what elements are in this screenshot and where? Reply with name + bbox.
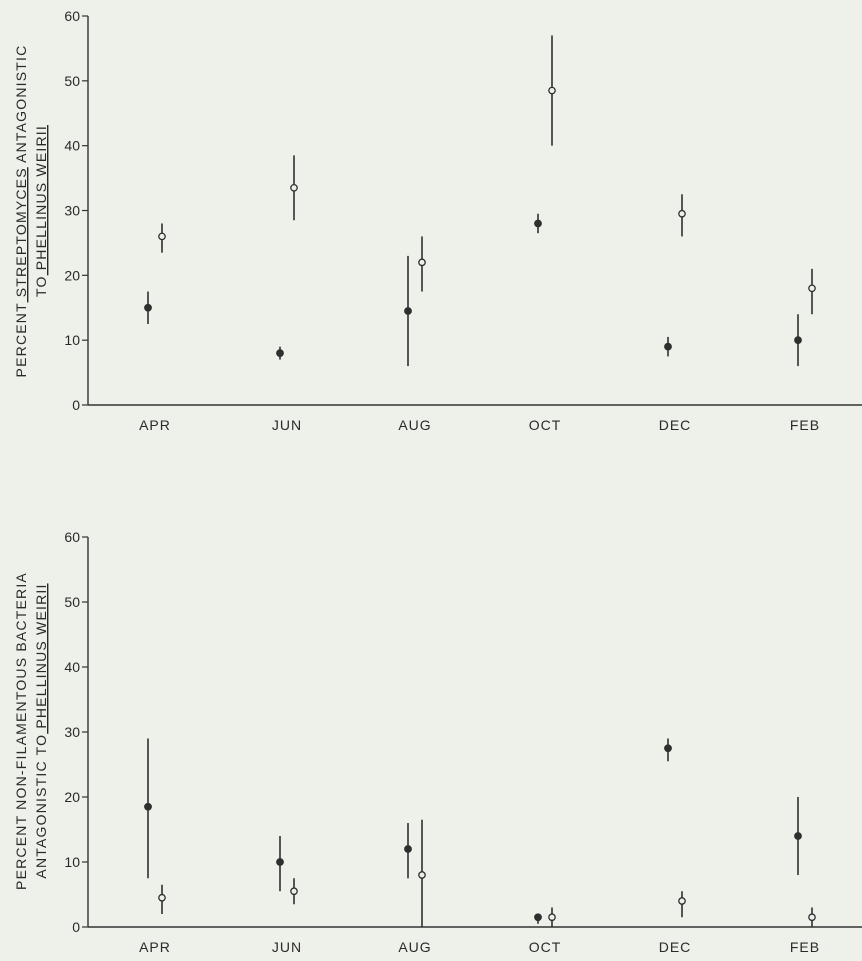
data-point-filled [144,802,152,811]
y-tick-label: 40 [64,138,80,154]
data-point-filled [794,832,802,840]
y-axis-label-part: TO [33,275,49,297]
y-tick-label: 50 [64,73,80,89]
y-axis-label-line-1: PERCENT STREPTOMYCES ANTAGONISTIC [13,45,29,378]
data-point-open [290,183,298,192]
series-open [158,819,816,927]
y-tick-label: 20 [64,789,80,805]
y-tick-label: 60 [64,8,80,24]
y-tick-label: 0 [72,919,80,935]
data-point-filled [404,845,412,853]
y-axis-label-part: STREPTOMYCES [13,167,29,302]
data-point-open [158,893,166,902]
data-point-filled [404,307,412,315]
x-tick-label: FEB [790,939,820,955]
data-point-filled [664,342,672,351]
data-point-filled [144,303,152,312]
x-tick-label: JUN [272,417,302,433]
data-point-open [678,897,686,905]
data-point-filled [794,336,802,345]
y-tick-label: 10 [64,332,80,348]
y-axis-label-part: WEIRII [33,583,49,640]
y-tick-label: 0 [72,397,80,413]
y-axis-label-part: PHELLINUS [33,640,49,734]
x-tick-label: OCT [529,417,562,433]
chart-panel-2: 0 10 20 30 40 50 60 APR JUN AUG OCT DEC FEB PERCENT N… [13,529,862,955]
data-point-open [808,913,816,922]
x-tick-label: JUN [272,939,302,955]
y-axis-label-part: WEIRII [33,125,49,182]
data-point-open [158,232,166,241]
x-tick-label: AUG [398,417,431,433]
data-point-filled [534,913,542,922]
y-tick-label: 40 [64,659,80,675]
y-tick-label: 10 [64,854,80,870]
y-axis-label-line-1: PERCENT NON-FILAMENTOUS BACTERIA [13,572,29,890]
series-filled [144,738,802,924]
y-axis-label-part: PHELLINUS [33,182,49,276]
series-filled [144,213,802,367]
x-tick-label: FEB [790,417,820,433]
y-axis-label-part: ANTAGONISTIC TO [33,734,49,879]
series-open [158,35,816,315]
data-point-open [418,258,426,267]
y-tick-label: 30 [64,724,80,740]
data-point-filled [276,349,284,358]
x-tick-label: DEC [659,417,692,433]
chart-panel-1: 0 10 20 30 40 50 60 APR JUN AUG OCT DEC FEB PERCENT S… [13,8,862,433]
data-point-open [808,284,816,293]
data-point-open [548,913,556,922]
y-axis-label-line-2: ANTAGONISTIC TO PHELLINUS WEIRII [33,583,49,878]
data-point-open [418,871,426,879]
y-tick-label: 60 [64,529,80,545]
x-tick-label: DEC [659,939,692,955]
y-axis-label-part: PERCENT NON-FILAMENTOUS BACTERIA [13,572,29,890]
data-point-filled [664,744,672,753]
y-tick-label: 30 [64,203,80,219]
y-axis-label-part: ANTAGONISTIC [13,45,29,168]
y-axis-label-line-2: TO PHELLINUS WEIRII [33,125,49,297]
x-tick-label: OCT [529,939,562,955]
data-point-filled [534,219,542,228]
y-axis-label-part: PERCENT [13,302,29,377]
y-tick-label: 20 [64,267,80,283]
x-tick-label: APR [139,939,171,955]
y-tick-label: 50 [64,594,80,610]
data-point-open [290,887,298,896]
data-point-filled [276,858,284,866]
x-tick-label: AUG [398,939,431,955]
data-point-open [548,86,556,95]
x-tick-label: APR [139,417,171,433]
data-point-open [678,209,686,218]
